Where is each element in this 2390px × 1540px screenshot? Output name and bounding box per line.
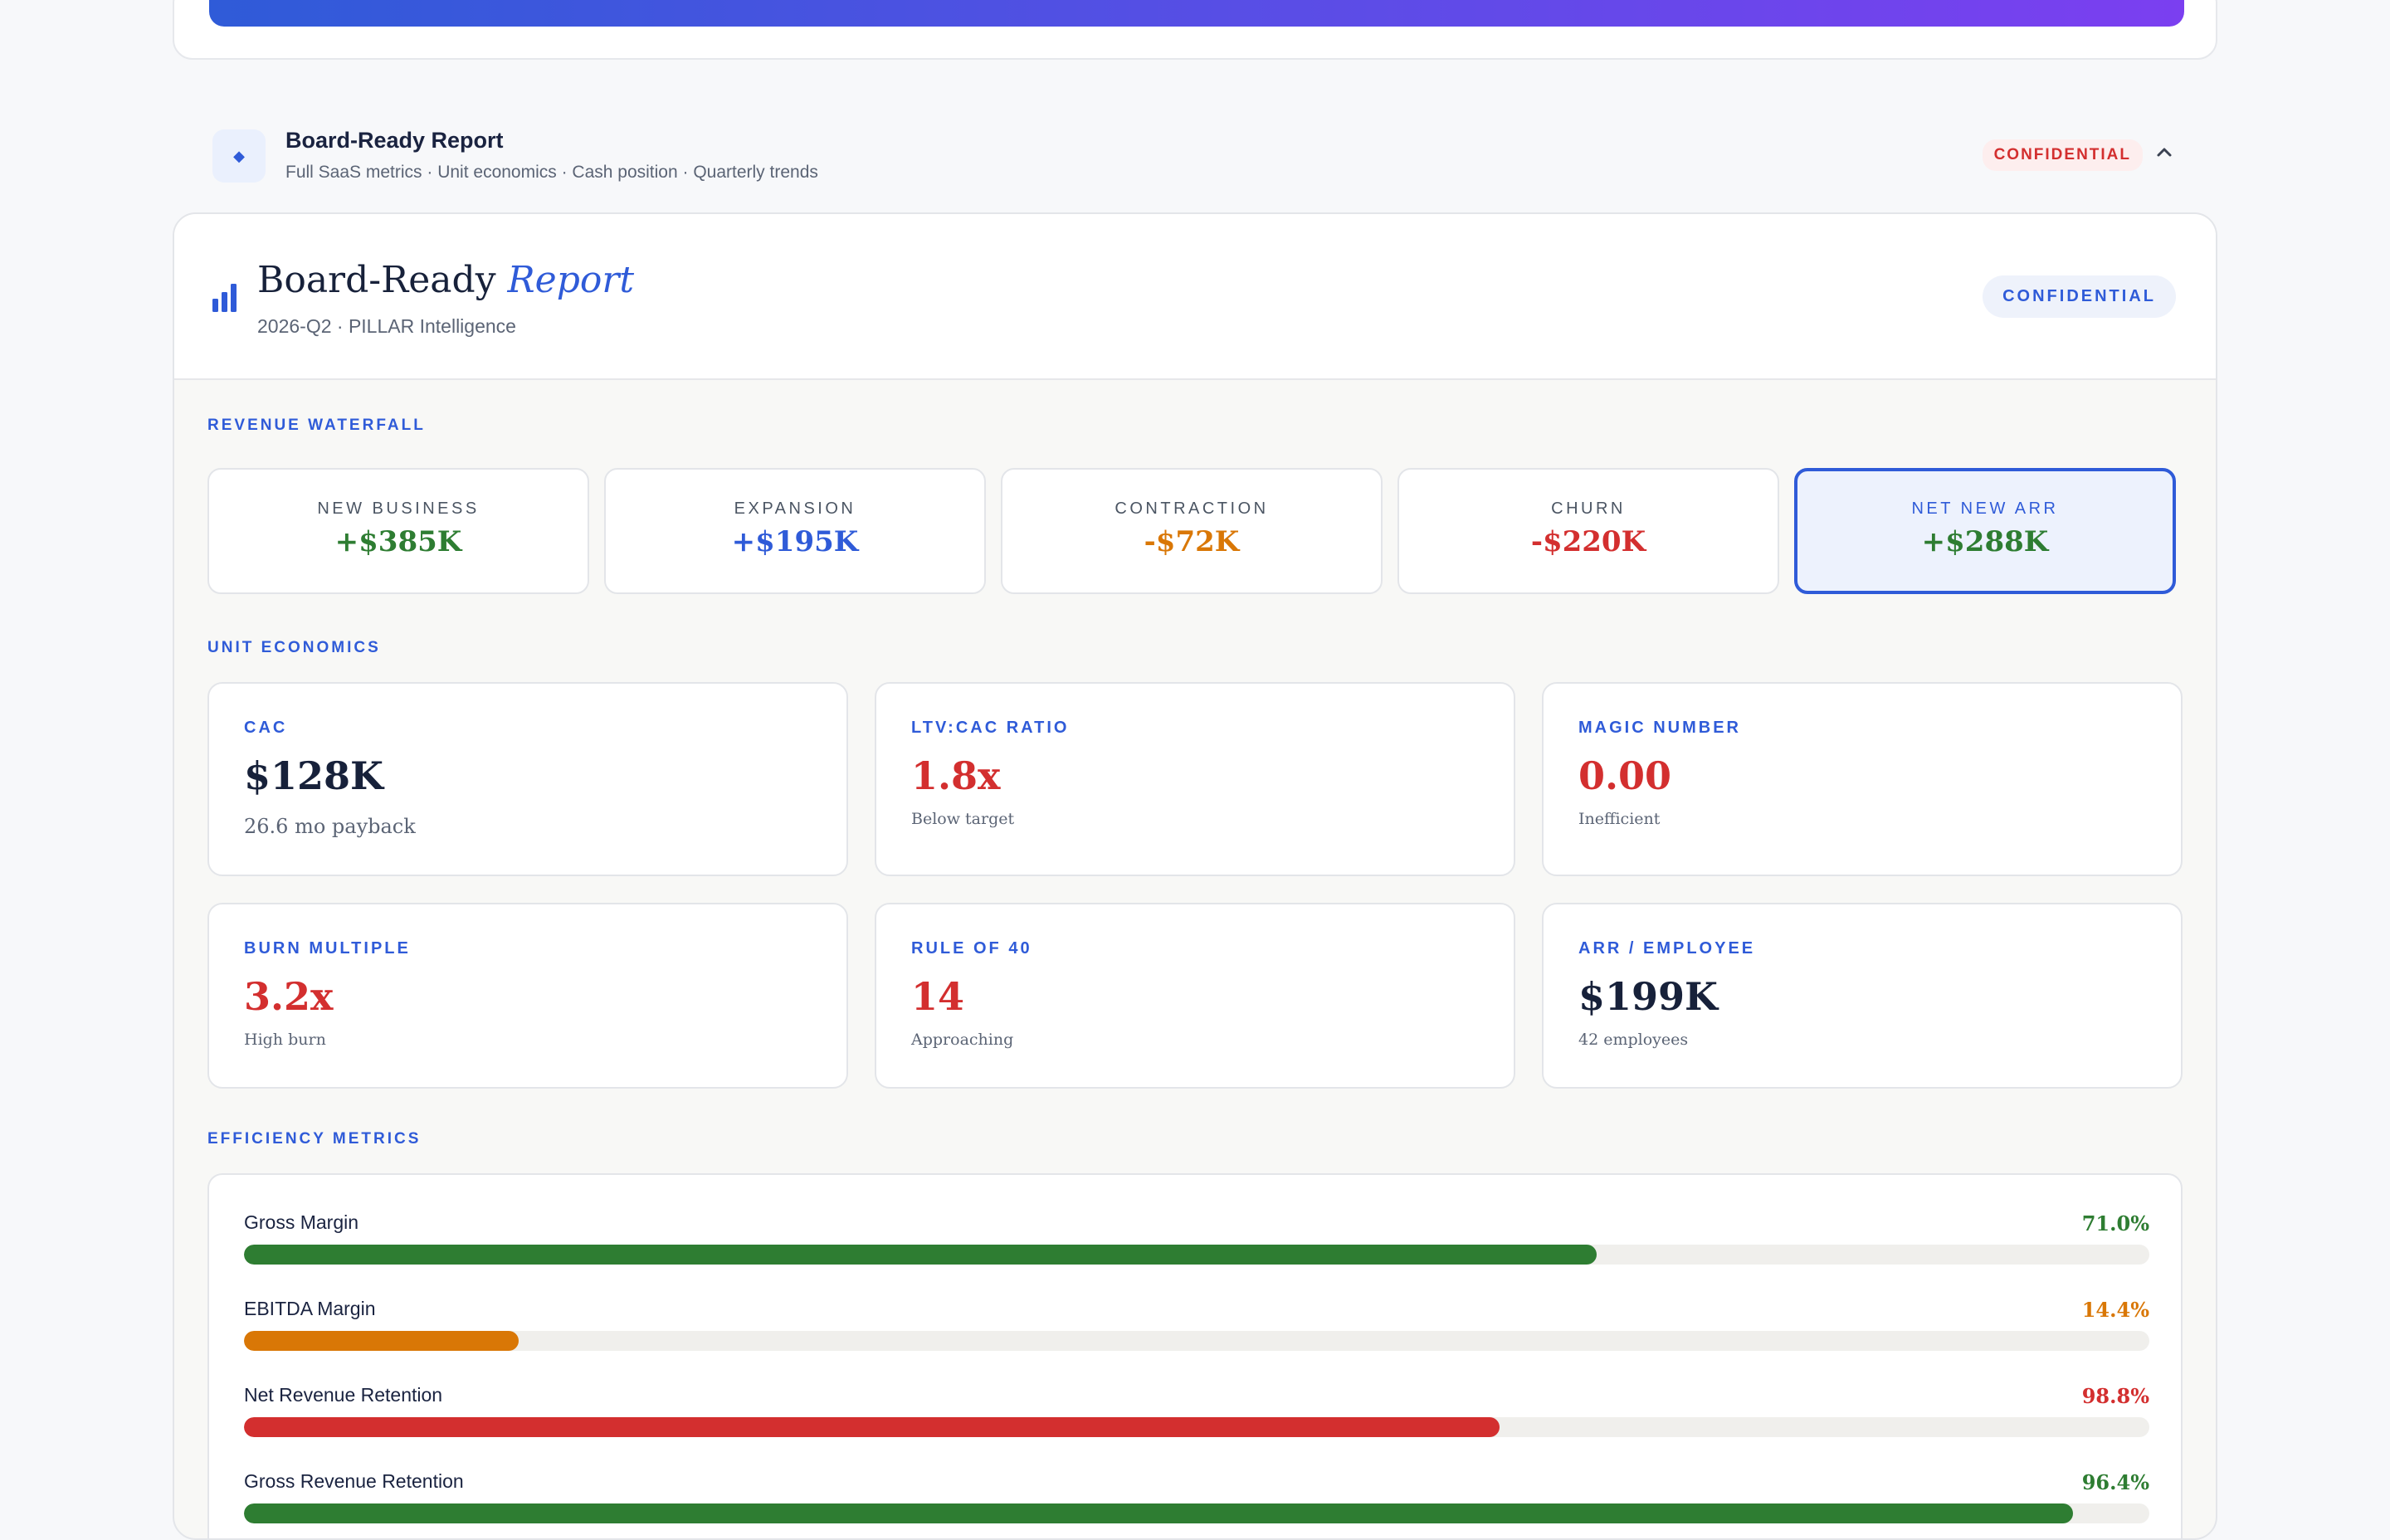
progress-fill	[244, 1245, 1597, 1265]
metric-label: ARR / EMPLOYEE	[1578, 939, 1756, 958]
efficiency-label: Net Revenue Retention	[244, 1384, 443, 1406]
metric-note: Approaching	[911, 1031, 1014, 1049]
metric-card: ARR / EMPLOYEE $199K 42 employees	[1542, 903, 2183, 1089]
efficiency-row: EBITDA Margin 14.4%	[244, 1298, 2149, 1384]
efficiency-heading: EFFICIENCY METRICS	[207, 1130, 422, 1148]
metric-card: BURN MULTIPLE 3.2x High burn	[207, 903, 848, 1089]
metric-value: $128K	[244, 753, 384, 798]
bar-chart-icon	[212, 284, 237, 312]
report-title: Board-Ready Report	[257, 259, 634, 301]
waterfall-value: +$195K	[731, 525, 859, 558]
waterfall-label: NEW BUSINESS	[317, 500, 480, 518]
metric-card: LTV:CAC RATIO 1.8x Below target	[875, 682, 1515, 876]
waterfall-value: -$220K	[1530, 525, 1646, 558]
metric-value: 1.8x	[911, 753, 1001, 798]
metric-note: 42 employees	[1578, 1031, 1689, 1049]
metric-value: 3.2x	[244, 974, 334, 1019]
efficiency-label: EBITDA Margin	[244, 1298, 376, 1319]
progress-track	[244, 1331, 2149, 1351]
waterfall-card: CHURN -$220K	[1397, 468, 1779, 594]
waterfall-card: CONTRACTION -$72K	[1001, 468, 1383, 594]
metric-value: 0.00	[1578, 753, 1672, 798]
efficiency-row: Gross Margin 71.0%	[244, 1211, 2149, 1298]
section-header[interactable]: ◆ Board-Ready Report Full SaaS metrics ·…	[212, 123, 2179, 189]
metric-note: Below target	[911, 810, 1015, 828]
previous-card	[173, 0, 2217, 60]
waterfall-value: +$385K	[334, 525, 462, 558]
metric-label: LTV:CAC RATIO	[911, 719, 1070, 737]
metric-value: $199K	[1578, 974, 1719, 1019]
waterfall-value: -$72K	[1144, 525, 1240, 558]
report-title-accent: Report	[507, 259, 635, 301]
progress-track	[244, 1417, 2149, 1437]
metric-note: Inefficient	[1578, 810, 1661, 828]
metric-label: CAC	[244, 719, 288, 737]
waterfall-card: NET NEW ARR +$288K	[1794, 468, 2176, 594]
efficiency-value: 98.8%	[2081, 1384, 2149, 1408]
metric-card: RULE OF 40 14 Approaching	[875, 903, 1515, 1089]
metric-card: MAGIC NUMBER 0.00 Inefficient	[1542, 682, 2183, 876]
waterfall-card: NEW BUSINESS +$385K	[207, 468, 589, 594]
waterfall-value: +$288K	[1921, 525, 2049, 558]
unit-economics-heading: UNIT ECONOMICS	[207, 639, 381, 656]
metric-label: RULE OF 40	[911, 939, 1032, 958]
diamond-icon: ◆	[212, 129, 266, 183]
gradient-action-button[interactable]	[209, 0, 2184, 27]
efficiency-row: Net Revenue Retention 98.8%	[244, 1384, 2149, 1470]
metric-card: CAC $128K 26.6 mo payback	[207, 682, 848, 876]
progress-fill	[244, 1417, 1500, 1437]
metric-label: MAGIC NUMBER	[1578, 719, 1741, 737]
confidential-badge: CONFIDENTIAL	[1983, 275, 2176, 318]
report-header: Board-Ready Report 2026-Q2 · PILLAR Inte…	[174, 214, 2216, 380]
efficiency-label: Gross Margin	[244, 1211, 359, 1233]
progress-track	[244, 1245, 2149, 1265]
waterfall-label: NET NEW ARR	[1911, 500, 2059, 518]
efficiency-card: Gross Margin 71.0% EBITDA Margin 14.4% Net R…	[207, 1173, 2183, 1538]
efficiency-row: Gross Revenue Retention 96.4%	[244, 1470, 2149, 1538]
report-subtitle: 2026-Q2 · PILLAR Intelligence	[257, 315, 516, 337]
efficiency-label: Gross Revenue Retention	[244, 1470, 464, 1492]
metric-label: BURN MULTIPLE	[244, 939, 411, 958]
progress-fill	[244, 1331, 519, 1351]
metric-note: 26.6 mo payback	[244, 815, 416, 838]
waterfall-card: EXPANSION +$195K	[604, 468, 986, 594]
progress-track	[244, 1503, 2149, 1523]
efficiency-value: 71.0%	[2081, 1211, 2149, 1235]
report-card: Board-Ready Report 2026-Q2 · PILLAR Inte…	[173, 212, 2217, 1540]
confidential-badge: CONFIDENTIAL	[1982, 139, 2143, 171]
metric-note: High burn	[244, 1031, 326, 1049]
waterfall-label: CONTRACTION	[1115, 500, 1269, 518]
report-title-main: Board-Ready	[257, 259, 496, 301]
chevron-up-icon[interactable]	[2149, 138, 2179, 168]
section-title: Board-Ready Report	[285, 128, 504, 153]
waterfall-label: CHURN	[1551, 500, 1626, 518]
efficiency-value: 96.4%	[2081, 1470, 2149, 1494]
metric-value: 14	[911, 974, 965, 1019]
waterfall-label: EXPANSION	[734, 500, 856, 518]
progress-fill	[244, 1503, 2074, 1523]
section-subtitle: Full SaaS metrics · Unit economics · Cas…	[285, 163, 818, 182]
waterfall-heading: REVENUE WATERFALL	[207, 417, 426, 434]
efficiency-value: 14.4%	[2081, 1298, 2149, 1322]
